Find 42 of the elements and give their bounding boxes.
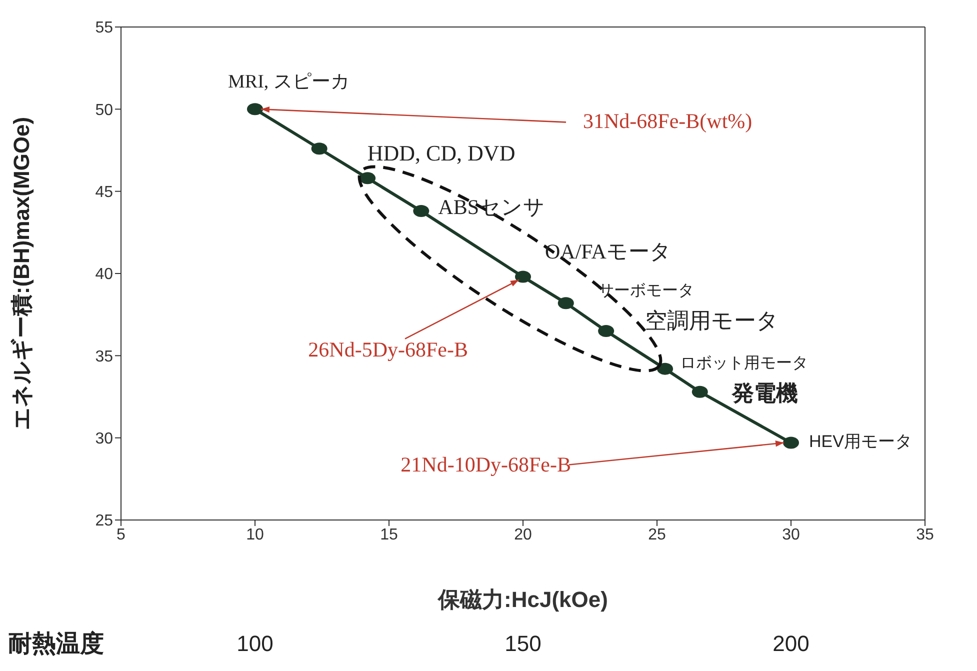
y-axis-title: エネルギー積:(BH)max(MGOe) [8,116,34,430]
point [657,362,674,375]
x-axis-title: 保磁力:HcJ(kOe) [437,587,608,612]
point [247,103,263,116]
y-tick-label: 50 [95,102,114,119]
x-tick-label: 25 [648,526,666,544]
annotation: 空調用モータ [645,308,780,333]
y-tick-label: 45 [95,184,114,202]
annotation: 31Nd-68Fe-B(wt%) [583,108,752,133]
x-tick-label: 30 [782,526,800,544]
x2-tick-label: 150 [504,630,542,656]
annotation: 発電機 [730,380,798,406]
annotation: サーボモータ [598,282,694,300]
x-tick-label: 5 [116,526,126,544]
annotation: OA/FAモータ [545,240,672,264]
y-tick-label: 55 [95,20,114,37]
annotation: 26Nd-5Dy-68Fe-B [308,338,468,362]
x2-axis-title: 耐熱温度 [8,630,104,658]
y-tick-label: 30 [95,430,114,448]
point [598,325,614,338]
y-tick-label: 25 [95,512,114,530]
annotation: ロボット用モータ [680,355,808,372]
point [558,297,574,310]
y-tick-label: 35 [95,348,114,366]
point [783,436,799,449]
x2-tick-label: 100 [236,630,274,656]
point [413,205,430,218]
x2-tick-label: 200 [772,630,810,656]
annotation: 21Nd-10Dy-68Fe-B [400,452,571,477]
annotation: ABSセンサ [438,194,546,219]
x-tick-label: 15 [380,526,398,544]
point [692,386,708,398]
y-tick-label: 40 [95,266,114,284]
point [311,142,328,155]
annotation: HDD, CD, DVD [367,140,516,166]
x-tick-label: 35 [916,526,934,544]
x-tick-label: 10 [246,526,264,544]
x-tick-label: 20 [514,526,532,544]
point [360,172,376,184]
point [515,270,531,283]
annotation: MRI, スピーカ [228,72,350,93]
annotation: HEV用モータ [809,432,912,452]
